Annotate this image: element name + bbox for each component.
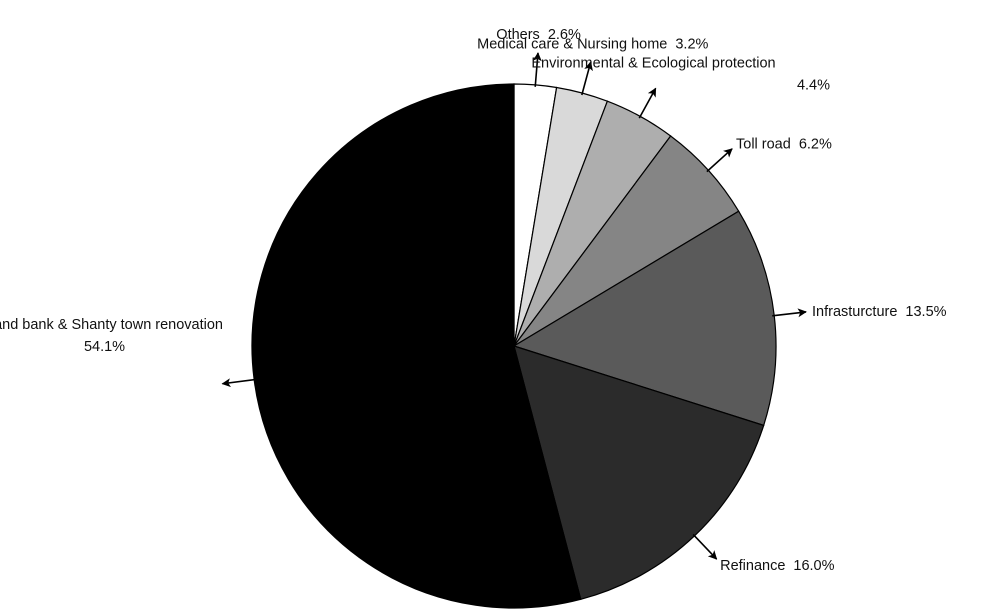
slice-label-name: Refinance	[720, 558, 785, 574]
pie-slices	[251, 83, 777, 609]
leader-arrow-toll-road	[706, 148, 733, 173]
slice-label-land-bank-and-shanty-town-renovation: Land bank & Shanty town renovation 54.1%	[0, 317, 223, 355]
slice-label-value: 2.6%	[548, 27, 581, 43]
leader-arrow-land-bank-and-shanty-town-renovation	[221, 378, 257, 388]
slice-label-infrasturcture: Infrasturcture 13.5%	[812, 304, 947, 320]
slice-label-name: Land bank & Shanty town renovation	[0, 317, 223, 333]
slice-label-medical-care-and-nursing-home: Medical care & Nursing home 3.2%	[477, 37, 708, 53]
slice-label-environmental-and-ecological-protection: Environmental & Ecological protection 4.4…	[531, 55, 830, 93]
leader-arrow-medical-care-and-nursing-home	[581, 61, 593, 96]
slice-label-value: 4.4%	[797, 77, 830, 93]
slice-labels: Others 2.6%Medical care & Nursing home 3.2…	[0, 27, 947, 574]
slice-label-name: Medical care & Nursing home	[477, 37, 667, 53]
slice-label-value: 3.2%	[675, 37, 708, 53]
leader-arrow-refinance	[692, 533, 718, 560]
slice-label-refinance: Refinance 16.0%	[720, 558, 835, 574]
slice-label-others: Others 2.6%	[496, 27, 581, 43]
leader-arrow-others	[532, 52, 542, 87]
slice-label-name: Toll road	[736, 137, 791, 153]
slice-label-name: Infrasturcture	[812, 304, 897, 320]
slice-label-value: 13.5%	[905, 304, 946, 320]
leader-arrow-environmental-and-ecological-protection	[638, 87, 657, 119]
slice-label-name: Environmental & Ecological protection	[531, 55, 775, 71]
slice-label-toll-road: Toll road 6.2%	[736, 137, 832, 153]
slice-label-value: 54.1%	[84, 339, 125, 355]
slice-label-value: 6.2%	[799, 137, 832, 153]
slice-label-value: 16.0%	[793, 558, 834, 574]
leader-arrows	[221, 52, 807, 560]
slice-label-name: Others	[496, 27, 540, 43]
leader-arrow-infrasturcture	[772, 308, 807, 318]
